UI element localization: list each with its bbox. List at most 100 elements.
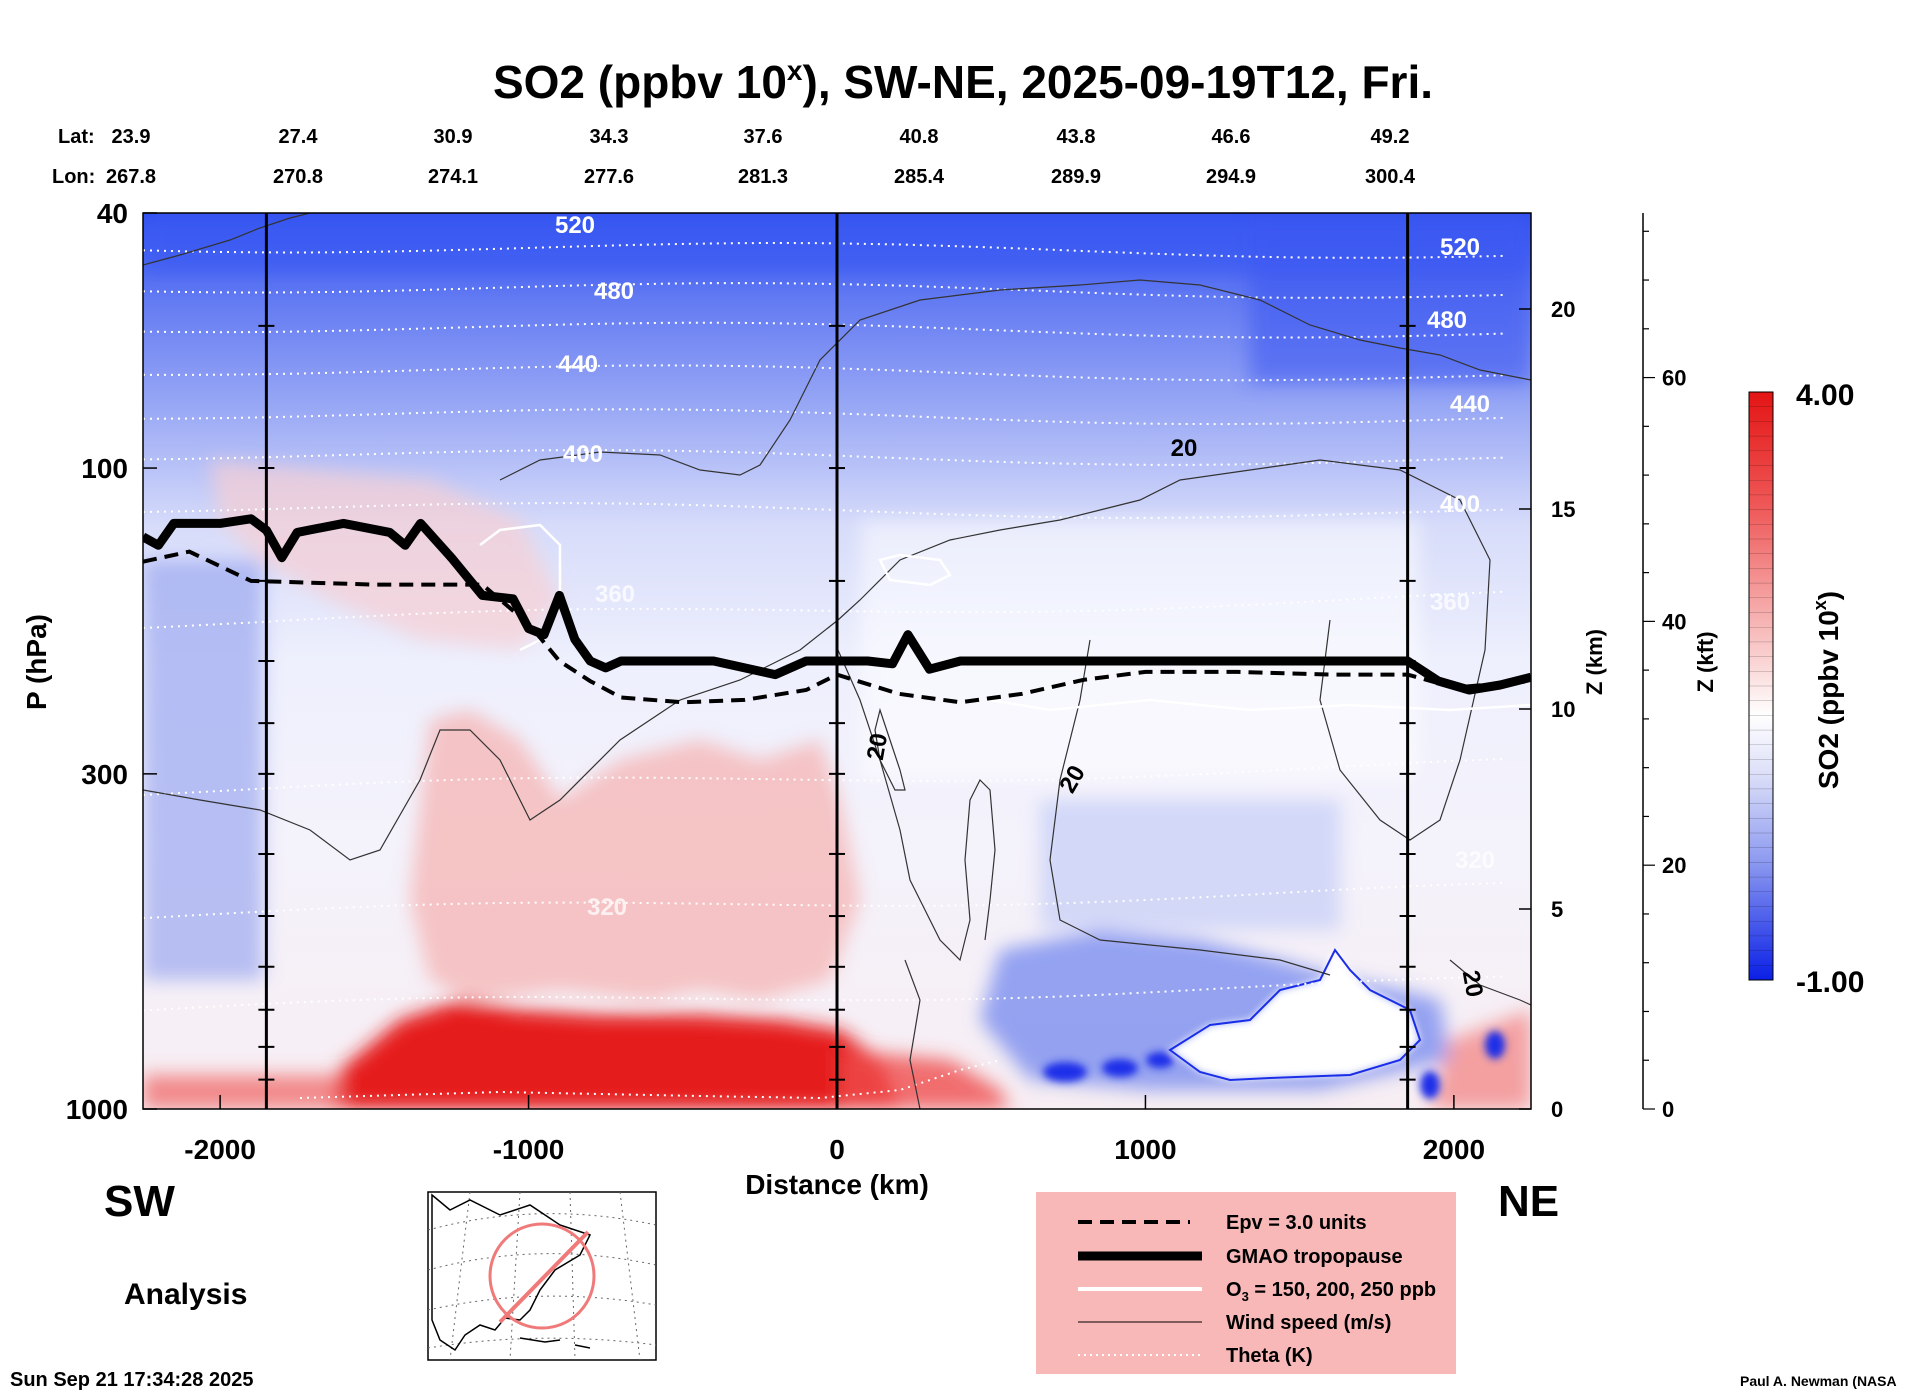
wind-speed-contours <box>143 213 1531 1109</box>
lon-value: 300.4 <box>1365 166 1416 188</box>
credit: Paul A. Newman (NASA <box>1740 1373 1897 1389</box>
inset-map-graticule <box>427 1191 657 1361</box>
x-tick-label: 1000 <box>1114 1134 1176 1165</box>
legend-theta-label: Theta (K) <box>1226 1345 1313 1367</box>
inset-map-islands <box>519 1337 591 1349</box>
inset-map-range-circle <box>488 1222 596 1330</box>
z-kft-tick-label: 0 <box>1662 1097 1674 1122</box>
lon-value: 289.9 <box>1051 166 1101 188</box>
gmao-tropopause-line <box>143 514 1531 695</box>
left-blue-zone <box>143 560 263 980</box>
z-km-tick-label: 20 <box>1551 297 1575 322</box>
x-axis-title: Distance (km) <box>745 1169 929 1200</box>
direction-sw: SW <box>104 1177 175 1226</box>
x-tick-label: 0 <box>829 1134 845 1165</box>
theta-contour-label: 320 <box>587 894 627 921</box>
white-blob-outline <box>1168 948 1422 1082</box>
y-tick-label: 100 <box>81 453 128 484</box>
theta-contour-line <box>143 975 1504 1012</box>
z-km-tick-label: 10 <box>1551 697 1575 722</box>
x-axis: -2000 -1000 0 1000 2000 <box>184 1095 1485 1165</box>
y-tick-label: 40 <box>97 198 128 229</box>
white-zone-right <box>860 520 1420 780</box>
red-surface-left <box>143 1075 343 1109</box>
epv-3-units-line <box>143 549 1531 705</box>
theta-contour-line <box>143 364 1504 382</box>
theta-contour-label: 360 <box>595 581 635 608</box>
legend: Epv = 3.0 units GMAO tropopause O3 = 150… <box>1036 1192 1456 1374</box>
lat-value: 37.6 <box>744 126 783 148</box>
theta-contour-label: 320 <box>1455 847 1495 874</box>
wind-contour-1 <box>143 213 311 266</box>
y-axis-title: P (hPa) <box>21 614 52 710</box>
theta-contour-label: 440 <box>558 351 598 378</box>
o3-contour-2 <box>878 553 952 587</box>
x-tick-label: -2000 <box>184 1134 256 1165</box>
wind-contour-label: 20 <box>1457 968 1488 999</box>
x-tick-label: 2000 <box>1423 1134 1485 1165</box>
lat-value: 30.9 <box>434 126 473 148</box>
theta-contour-line <box>143 241 1504 259</box>
blue-spot-3 <box>1146 1052 1174 1068</box>
colorbar <box>1748 391 1774 981</box>
lon-value: 277.6 <box>584 166 634 188</box>
theta-contour-label: 440 <box>1450 391 1490 418</box>
red-boundary-layer <box>330 1000 900 1109</box>
lat-value: 34.3 <box>590 126 629 148</box>
wind-contour-7 <box>904 959 921 1109</box>
z-km-tick-label: 0 <box>1551 1097 1563 1122</box>
y-tick-label: 1000 <box>66 1094 128 1125</box>
z-kft-axis: 0 20 40 60 <box>1642 213 1686 1122</box>
lon-value: 285.4 <box>894 166 945 188</box>
colorbar-max-label: 4.00 <box>1796 379 1854 412</box>
light-blue-right-mid <box>1040 800 1340 930</box>
wind-contour-5 <box>1049 639 1331 976</box>
theta-contour-label: 520 <box>555 212 595 239</box>
legend-o3-label: O3 = 150, 200, 250 ppb <box>1226 1279 1436 1304</box>
lat-value: 40.8 <box>900 126 939 148</box>
chart-title: SO2 (ppbv 10x), SW-NE, 2025-09-19T12, Fr… <box>493 55 1433 108</box>
theta-contour-line <box>143 758 1504 796</box>
theta-contour-label: 480 <box>1427 307 1467 334</box>
analysis-label: Analysis <box>124 1278 247 1311</box>
blue-spot-1 <box>1043 1062 1087 1082</box>
theta-contour-line <box>143 502 1504 519</box>
theta-contour-labels: 520 480 440 400 360 320 520 480 440 400 360 320 <box>555 212 1495 921</box>
lat-value: 43.8 <box>1057 126 1096 148</box>
white-blob-right <box>1170 950 1420 1080</box>
red-bl-right <box>840 1050 1010 1109</box>
theta-contour-label: 360 <box>1430 589 1470 616</box>
direction-ne: NE <box>1498 1177 1559 1226</box>
wind-contour-8 <box>1449 959 1531 1006</box>
lon-value: 294.9 <box>1206 166 1256 188</box>
theta-contours <box>143 241 1504 1100</box>
inset-map-transect <box>498 1230 590 1324</box>
legend-wind-label: Wind speed (m/s) <box>1226 1312 1391 1334</box>
lon-value: 267.8 <box>106 166 156 188</box>
theta-contour-line <box>143 282 1504 299</box>
latitude-values: 23.9 27.4 30.9 34.3 37.6 40.8 43.8 46.6 49.2 <box>112 126 1410 148</box>
blue-spot-4 <box>1420 1071 1440 1099</box>
legend-epv-label: Epv = 3.0 units <box>1226 1212 1367 1234</box>
y-axis: 40 100 300 1000 <box>66 198 157 1125</box>
theta-contour-label: 400 <box>563 441 603 468</box>
wind-contour-label: 20 <box>862 731 893 762</box>
theta-contour-line <box>143 408 1504 426</box>
o3-contour-3 <box>989 698 1531 712</box>
blue-spot-2 <box>1102 1059 1138 1077</box>
pink-plume <box>410 710 860 1000</box>
lon-label: Lon: <box>52 166 95 188</box>
wind-contour-label: 20 <box>1171 435 1198 462</box>
legend-tropopause-label: GMAO tropopause <box>1226 1246 1403 1268</box>
theta-contour-line <box>143 882 1504 920</box>
theta-contour-label: 520 <box>1440 234 1480 261</box>
theta-contour-line <box>143 590 1504 629</box>
z-kft-tick-label: 60 <box>1662 366 1686 391</box>
blue-spot-5 <box>1485 1031 1505 1059</box>
lat-value: 46.6 <box>1212 126 1251 148</box>
inset-map-frame <box>427 1191 657 1361</box>
lon-value: 270.8 <box>273 166 323 188</box>
timestamp: Sun Sep 21 17:34:28 2025 <box>10 1369 253 1391</box>
inset-map <box>427 1191 657 1361</box>
